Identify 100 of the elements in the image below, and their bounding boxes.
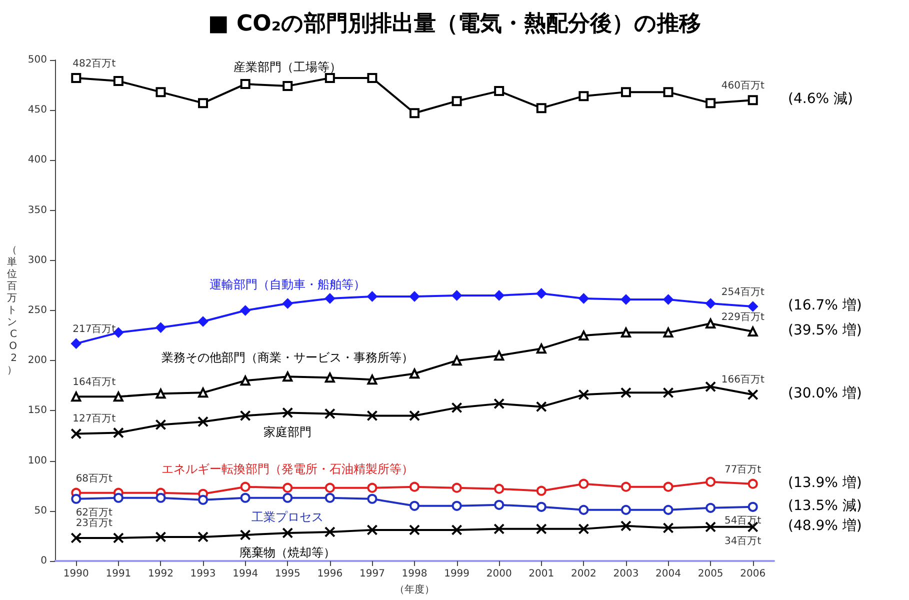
- point: [451, 402, 462, 414]
- point: [367, 374, 378, 385]
- point: [494, 523, 505, 534]
- point: [494, 484, 504, 494]
- point: [705, 521, 716, 532]
- point: [748, 502, 758, 512]
- point: [367, 494, 378, 504]
- annotation: (13.5% 減): [788, 498, 862, 514]
- data-label: 482百万t: [72, 58, 116, 70]
- series-label: 運輸部門（自動車・船舶等）: [210, 277, 366, 292]
- data-label: 68百万t: [76, 473, 113, 484]
- y-tick-label: 400: [28, 154, 47, 166]
- point: [282, 527, 294, 538]
- point: [367, 482, 378, 493]
- point: [282, 81, 293, 92]
- point: [410, 291, 420, 302]
- point: [366, 410, 378, 422]
- point: [198, 388, 208, 398]
- point: [452, 356, 462, 366]
- text: （単位百万トンCO2）: [7, 245, 17, 376]
- y-tick-label: 300: [28, 254, 47, 266]
- data-label: 254百万t: [721, 286, 764, 298]
- x-tick-label: 2003: [613, 568, 639, 580]
- point: [113, 492, 124, 503]
- point: [536, 344, 546, 354]
- point: [662, 522, 674, 534]
- x-tick-label: 1997: [359, 568, 385, 580]
- y-tick-label: 350: [28, 204, 47, 216]
- series-label: 家庭部門: [264, 425, 312, 440]
- x-tick-label: 1999: [444, 568, 470, 580]
- point: [706, 298, 716, 308]
- annotation: (16.7% 増): [788, 296, 862, 314]
- series-label: エネルギー転換部門（発電所・石油精製所等）: [162, 462, 414, 476]
- point: [706, 318, 716, 329]
- point: [706, 502, 716, 513]
- x-tick-label: 1993: [190, 568, 216, 580]
- point: [198, 316, 208, 327]
- series-label: 工業プロセス: [252, 510, 324, 524]
- point: [71, 392, 82, 402]
- point: [578, 330, 589, 341]
- point: [747, 389, 758, 400]
- point: [578, 293, 589, 304]
- x-tick-label: 1990: [63, 568, 89, 580]
- point: [578, 91, 589, 102]
- point: [156, 87, 166, 98]
- point: [410, 482, 420, 492]
- point: [71, 73, 82, 84]
- x-tick-label: 1991: [106, 568, 132, 580]
- point: [536, 523, 547, 534]
- point: [748, 478, 758, 489]
- point: [240, 306, 250, 316]
- point: [410, 368, 420, 379]
- point: [198, 494, 208, 505]
- point: [494, 350, 504, 361]
- point: [367, 73, 378, 84]
- point: [452, 482, 462, 493]
- point: [536, 103, 546, 114]
- point: [240, 492, 250, 503]
- data-label: 77百万t: [724, 464, 762, 476]
- x-axis-title: （年度）: [394, 584, 434, 596]
- y-tick-label: 200: [28, 355, 47, 366]
- point: [663, 294, 674, 304]
- point: [156, 322, 166, 333]
- x-tick-label: 2000: [486, 568, 512, 580]
- point: [620, 87, 631, 98]
- series-label: 廃棄物（焼却等）: [240, 545, 336, 560]
- point: [578, 504, 589, 515]
- point: [410, 108, 420, 118]
- point: [324, 482, 335, 493]
- x-tick-label: 2001: [528, 568, 554, 580]
- data-label: 127百万t: [72, 414, 116, 425]
- point: [663, 482, 674, 492]
- series-label: 業務その他部門（商業・サービス・事務所等）: [162, 350, 414, 365]
- annotation: (39.5% 増): [788, 322, 862, 339]
- y-tick-label: 0: [40, 556, 47, 566]
- point: [240, 79, 250, 90]
- chart-title: ■ CO₂の部門別排出量（電気・熱配分後）の推移: [208, 10, 701, 36]
- point: [494, 500, 504, 510]
- data-label: 229百万t: [721, 312, 764, 324]
- point: [494, 86, 504, 96]
- y-tick-label: 150: [28, 405, 47, 416]
- point: [410, 500, 420, 511]
- point: [662, 387, 674, 398]
- point: [578, 478, 589, 489]
- point: [620, 328, 631, 338]
- point: [113, 392, 124, 402]
- point: [367, 291, 378, 302]
- point: [409, 410, 420, 422]
- point: [240, 482, 250, 492]
- point: [240, 376, 250, 386]
- point: [706, 476, 716, 487]
- point: [112, 427, 124, 438]
- x-tick-label: 1998: [402, 568, 428, 580]
- point: [198, 98, 208, 108]
- point: [620, 482, 631, 492]
- point: [282, 298, 293, 308]
- data-label: 164百万t: [72, 377, 116, 388]
- x-tick-label: 2005: [698, 568, 724, 580]
- data-label: 166百万t: [721, 374, 764, 386]
- point: [113, 76, 124, 86]
